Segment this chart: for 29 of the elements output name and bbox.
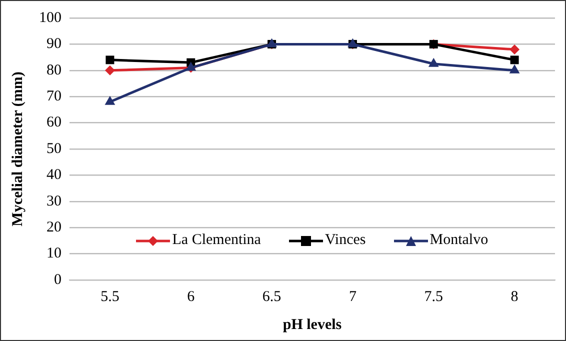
point — [510, 44, 520, 54]
y-tick-label: 60 — [46, 114, 62, 131]
x-tick-label: 7.5 — [424, 288, 443, 305]
legend-label: La Clementina — [172, 232, 261, 250]
point — [510, 56, 519, 64]
y-tick-label: 0 — [54, 272, 62, 288]
x-tick-label: 6 — [187, 288, 196, 305]
y-tick-label: 90 — [46, 36, 62, 52]
point — [104, 65, 115, 76]
point — [106, 56, 114, 64]
y-axis-title: Mycelial diameter (mm) — [10, 72, 26, 226]
x-tick-label: 6.5 — [262, 288, 282, 305]
x-tick-label: 7 — [348, 288, 357, 305]
y-tick-label: 30 — [46, 193, 62, 210]
point — [509, 64, 520, 74]
y-tick-label: 40 — [46, 167, 62, 184]
y-tick-label: 80 — [46, 62, 62, 78]
y-tick-label: 50 — [46, 140, 62, 157]
x-tick-label: 8 — [510, 288, 518, 305]
point — [104, 96, 116, 105]
legend-label: Vinces — [324, 232, 366, 250]
x-tick-label: 5.5 — [100, 288, 120, 305]
point — [428, 58, 439, 67]
legend-label: Montalvo — [430, 232, 488, 250]
y-tick-label: 100 — [39, 10, 62, 26]
y-tick-label: 70 — [46, 88, 62, 105]
y-tick-label: 20 — [46, 220, 62, 236]
y-tick-label: 10 — [46, 246, 62, 262]
x-axis-title: pH levels — [282, 316, 342, 333]
